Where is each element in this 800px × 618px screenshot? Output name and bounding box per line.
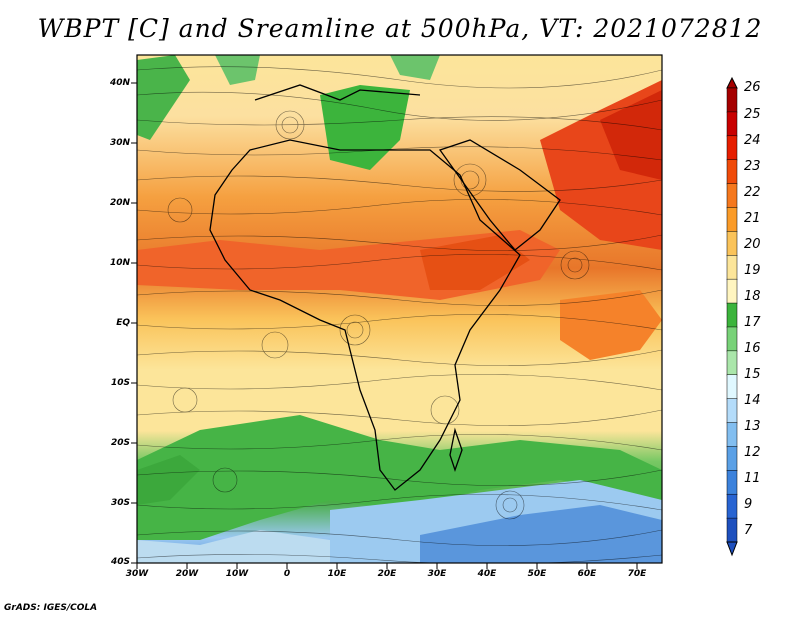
temperature-field [137, 55, 662, 563]
lon-label: 40E [477, 569, 497, 579]
colorbar-label: 21 [744, 211, 761, 226]
lon-label: 10E [327, 569, 347, 579]
colorbar-segment [726, 302, 738, 328]
colorbar-label: 7 [744, 523, 753, 538]
colorbar-segment [726, 374, 738, 400]
lat-label: EQ [116, 318, 130, 328]
credit-text: GrADS: IGES/COLA [4, 603, 98, 613]
colorbar [726, 76, 738, 557]
colorbar-segment [726, 446, 738, 472]
colorbar-label: 12 [744, 445, 761, 460]
coastlines [209, 84, 561, 491]
colorbar-label: 25 [744, 107, 761, 122]
colorbar-segment [726, 255, 738, 280]
colorbar-segment [726, 326, 738, 352]
colorbar-segment [726, 517, 738, 543]
lat-label: 10N [109, 258, 130, 268]
lon-ticks [136, 563, 638, 569]
lat-ticks [131, 82, 137, 564]
lon-label: 30W [125, 569, 149, 579]
map-frame [136, 54, 663, 564]
colorbar-segment [726, 159, 738, 185]
lon-label: 20W [175, 569, 199, 579]
colorbar-segment [726, 183, 738, 209]
lon-label: 0 [283, 569, 291, 579]
lon-label: 50E [527, 569, 547, 579]
colorbar-label: 18 [744, 289, 761, 304]
colorbar-top-triangle [726, 76, 738, 89]
colorbar-segment [726, 398, 738, 424]
colorbar-bottom-triangle [726, 541, 738, 557]
colorbar-segment [726, 207, 738, 233]
colorbar-segment [726, 470, 738, 495]
lat-label: 20N [109, 198, 130, 208]
colorbar-label: 24 [744, 133, 761, 148]
colorbar-label: 16 [744, 341, 761, 356]
lat-label: 40S [110, 557, 130, 567]
lon-label: 70E [627, 569, 647, 579]
colorbar-label: 20 [744, 237, 761, 252]
colorbar-label: 19 [744, 263, 761, 278]
colorbar-label: 13 [744, 419, 761, 434]
colorbar-label: 17 [744, 315, 761, 330]
map-title: WBPT [C] and Sreamline at 500hPa, VT: 20… [37, 14, 763, 43]
colorbar-segment [726, 111, 738, 137]
colorbar-label: 22 [744, 185, 761, 200]
lat-label: 40N [109, 78, 130, 88]
colorbar-label: 15 [744, 367, 761, 382]
lon-label: 10W [225, 569, 249, 579]
colorbar-label: 26 [744, 80, 761, 95]
colorbar-segment [726, 350, 738, 376]
lon-label: 20E [377, 569, 397, 579]
colorbar-segment [726, 87, 738, 113]
colorbar-label: 23 [744, 159, 761, 174]
lat-label: 20S [110, 438, 130, 448]
colorbar-segment [726, 493, 738, 519]
colorbar-label: 14 [744, 393, 761, 408]
lat-label: 10S [110, 378, 130, 388]
lon-label: 60E [577, 569, 597, 579]
colorbar-segment [726, 135, 738, 161]
colorbar-label: 11 [744, 471, 761, 486]
lon-label: 30E [427, 569, 447, 579]
colorbar-segment [726, 278, 738, 304]
colorbar-segment [726, 231, 738, 257]
colorbar-segment [726, 422, 738, 448]
lat-label: 30S [110, 498, 130, 508]
lat-label: 30N [109, 138, 130, 148]
colorbar-label: 9 [744, 497, 753, 512]
